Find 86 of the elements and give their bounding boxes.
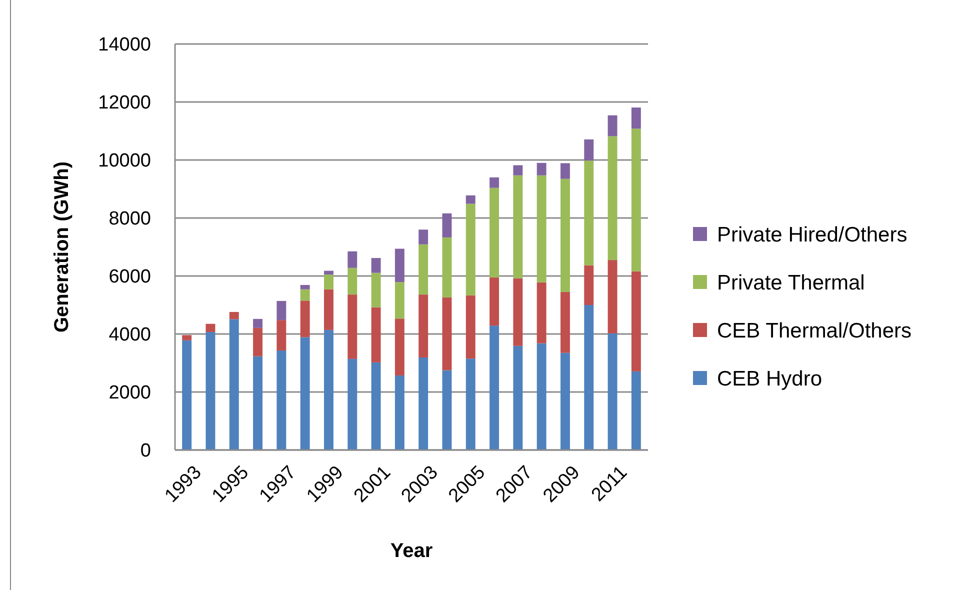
bar bbox=[324, 289, 334, 330]
bar bbox=[584, 139, 594, 161]
bar bbox=[536, 162, 546, 176]
bar bbox=[513, 346, 523, 450]
bar bbox=[631, 271, 641, 372]
legend-label: Private Hired/Others bbox=[717, 223, 908, 246]
bar bbox=[584, 305, 594, 450]
bar bbox=[229, 319, 239, 450]
legend-label: Private Thermal bbox=[717, 271, 865, 294]
bar bbox=[371, 307, 381, 362]
y-tick-label: 6000 bbox=[108, 266, 151, 288]
bar bbox=[442, 297, 452, 370]
bar bbox=[513, 175, 523, 278]
legend-label: CEB Thermal/Others bbox=[717, 319, 912, 342]
bar bbox=[348, 268, 358, 295]
bar bbox=[608, 333, 618, 450]
bar bbox=[371, 362, 381, 450]
y-tick-label: 2000 bbox=[108, 382, 151, 404]
bar bbox=[253, 328, 263, 356]
y-tick-label: 10000 bbox=[98, 150, 151, 172]
bar bbox=[631, 108, 641, 129]
bar bbox=[394, 375, 404, 450]
bar bbox=[513, 165, 523, 176]
y-tick-label: 0 bbox=[140, 440, 151, 462]
bar bbox=[371, 258, 381, 273]
bar bbox=[466, 358, 476, 450]
legend-label: CEB Hydro bbox=[717, 367, 822, 390]
bar bbox=[206, 324, 216, 332]
y-tick-label: 14000 bbox=[98, 34, 151, 56]
bar bbox=[560, 163, 570, 179]
bar bbox=[418, 244, 428, 295]
bar bbox=[466, 195, 476, 204]
bar bbox=[276, 300, 286, 320]
bar bbox=[490, 177, 500, 188]
y-tick-label: 12000 bbox=[98, 92, 151, 114]
bar bbox=[182, 335, 192, 340]
bar bbox=[442, 370, 452, 450]
bar bbox=[631, 371, 641, 450]
bar bbox=[536, 343, 546, 450]
bar bbox=[348, 294, 358, 359]
bar bbox=[418, 294, 428, 358]
bar bbox=[300, 337, 310, 450]
bar bbox=[631, 128, 641, 272]
bar bbox=[418, 230, 428, 244]
bar bbox=[276, 320, 286, 351]
bar bbox=[253, 356, 263, 450]
bar bbox=[276, 350, 286, 450]
bar bbox=[206, 332, 216, 450]
bar bbox=[536, 282, 546, 344]
bar bbox=[324, 330, 334, 450]
bar bbox=[394, 282, 404, 319]
bar bbox=[513, 278, 523, 346]
bar bbox=[608, 115, 618, 136]
bar bbox=[584, 265, 594, 305]
bar bbox=[348, 358, 358, 450]
bar bbox=[300, 300, 310, 338]
bar bbox=[490, 277, 500, 326]
bar bbox=[466, 204, 476, 296]
bar bbox=[253, 318, 263, 328]
y-tick-label: 8000 bbox=[108, 208, 151, 230]
bar bbox=[490, 326, 500, 450]
bar bbox=[560, 352, 570, 450]
y-axis-title: Generation (GWh) bbox=[51, 161, 73, 333]
bar bbox=[608, 260, 618, 334]
bar bbox=[324, 274, 334, 290]
bar bbox=[371, 272, 381, 308]
bar bbox=[560, 178, 570, 292]
bar bbox=[394, 318, 404, 376]
bar bbox=[348, 251, 358, 268]
bar bbox=[490, 188, 500, 278]
bar bbox=[394, 248, 404, 282]
bar bbox=[418, 357, 428, 450]
bar bbox=[324, 270, 334, 275]
bar bbox=[442, 237, 452, 298]
bar bbox=[442, 213, 452, 238]
bar bbox=[300, 284, 310, 290]
bar bbox=[608, 136, 618, 260]
bar bbox=[584, 160, 594, 266]
y-tick-label: 4000 bbox=[108, 324, 151, 346]
bar bbox=[229, 312, 239, 320]
bar bbox=[300, 289, 310, 301]
bar bbox=[466, 295, 476, 359]
bar bbox=[182, 340, 192, 450]
bar bbox=[560, 292, 570, 353]
x-axis-title: Year bbox=[390, 540, 433, 562]
bar bbox=[536, 175, 546, 282]
